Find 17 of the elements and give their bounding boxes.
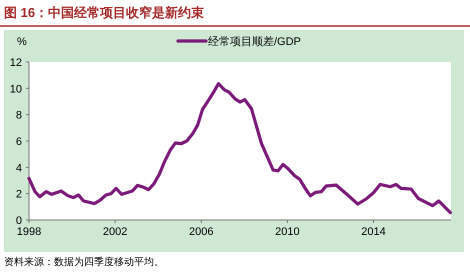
x-tick-label: 2002 [102,226,128,238]
text: 资料来源：数据为四季度移动平均。 [4,256,164,268]
chart-title: 图 16：中国经常项目收窄是新约束 [4,5,204,20]
x-tick-label: 2014 [361,226,386,238]
y-tick-label: 8 [16,110,22,122]
y-axis-title: % [17,36,27,48]
y-tick-label: 0 [16,215,22,227]
y-tick-label: 4 [16,162,22,174]
x-tick-label: 2006 [189,226,214,238]
y-tick-label: 2 [16,188,22,201]
y-tick-label: 10 [10,83,22,96]
x-tick-label: 2010 [275,226,300,238]
y-tick-label: 12 [10,57,22,69]
line-series [27,82,452,214]
y-tick-label: 6 [16,136,22,148]
x-tick-label: 1998 [16,226,42,238]
legend-label: 经常项目顺差/GDP [208,35,301,48]
